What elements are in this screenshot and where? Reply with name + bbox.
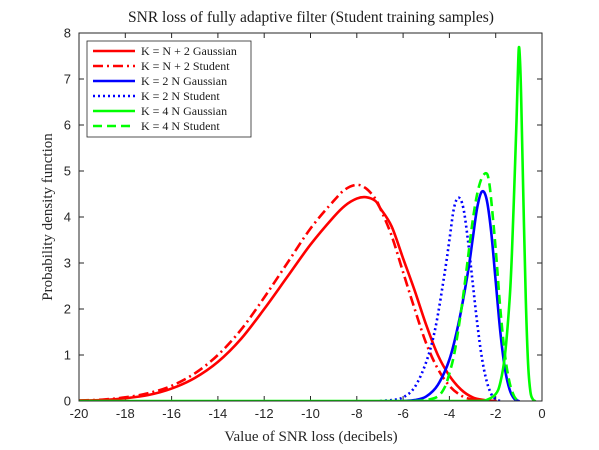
x-tick-label: -10 — [301, 406, 320, 421]
x-tick-label: 0 — [538, 406, 545, 421]
x-tick-label: -18 — [116, 406, 135, 421]
x-tick-label: -20 — [70, 406, 89, 421]
y-tick-label: 8 — [64, 26, 71, 41]
series-line-6 — [414, 171, 520, 401]
x-axis-label: Value of SNR loss (decibels) — [224, 429, 397, 445]
legend-label: K = 4 N Student — [141, 119, 220, 133]
y-tick-label: 2 — [64, 302, 71, 317]
x-tick-label: -12 — [255, 406, 274, 421]
legend-label: K = 4 N Gaussian — [141, 104, 227, 118]
x-tick-label: -8 — [351, 406, 363, 421]
legend-label: K = 2 N Gaussian — [141, 74, 227, 88]
y-tick-label: 3 — [64, 256, 71, 271]
x-tick-label: -14 — [209, 406, 228, 421]
series-line-2 — [79, 183, 496, 401]
series-line-3 — [401, 189, 521, 401]
legend-box — [86, 40, 252, 138]
legend-label: K = N + 2 Student — [141, 59, 230, 73]
x-tick-label: -6 — [397, 406, 409, 421]
series-line-4 — [379, 196, 501, 401]
y-tick-label: 4 — [64, 210, 71, 225]
x-tick-label: -2 — [490, 406, 502, 421]
x-tick-label: -4 — [444, 406, 456, 421]
y-axis-label: Probability density function — [40, 133, 56, 301]
y-tick-label: 0 — [64, 394, 71, 409]
legend-label: K = N + 2 Gaussian — [141, 44, 237, 58]
x-tick-label: -16 — [162, 406, 181, 421]
chart-title: SNR loss of fully adaptive filter (Stude… — [128, 9, 494, 26]
y-tick-label: 7 — [64, 72, 71, 87]
y-tick-label: 1 — [64, 348, 71, 363]
y-tick-label: 5 — [64, 164, 71, 179]
axes-frame — [78, 32, 543, 402]
y-tick-label: 6 — [64, 118, 71, 133]
legend-label: K = 2 N Student — [141, 89, 220, 103]
